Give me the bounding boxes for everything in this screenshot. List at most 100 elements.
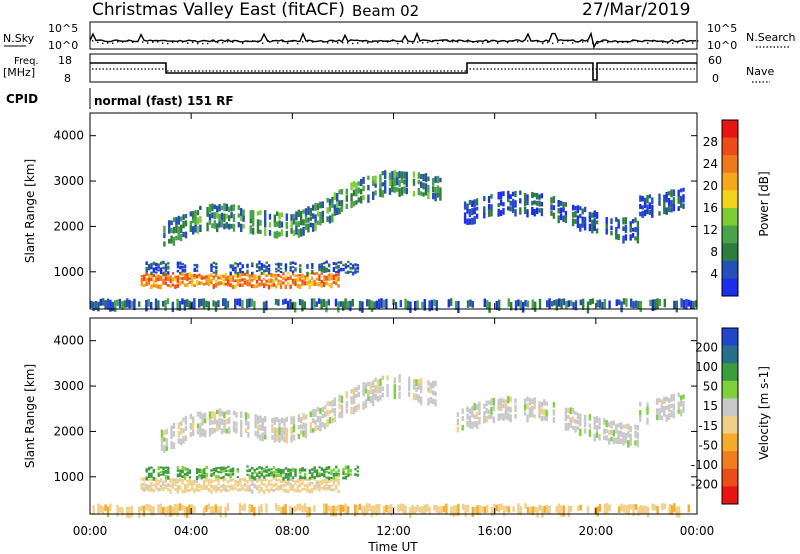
data-cell bbox=[399, 300, 402, 308]
data-cell bbox=[552, 205, 556, 211]
data-cell bbox=[196, 210, 200, 216]
data-cell bbox=[203, 483, 206, 487]
data-cell bbox=[284, 268, 288, 272]
data-cell bbox=[408, 383, 411, 392]
data-cell bbox=[253, 486, 256, 489]
data-cell bbox=[345, 391, 348, 399]
data-cell bbox=[299, 284, 302, 289]
colorbar-tick-label: 28 bbox=[703, 135, 718, 149]
data-cell bbox=[179, 276, 182, 281]
data-cell bbox=[648, 194, 652, 199]
data-cell bbox=[186, 488, 189, 492]
data-cell bbox=[268, 230, 272, 236]
data-cell bbox=[374, 377, 377, 382]
data-cell bbox=[201, 413, 204, 423]
data-cell bbox=[325, 466, 328, 470]
y-tick-label: 3000 bbox=[53, 174, 84, 188]
data-cell bbox=[422, 182, 425, 190]
data-cell bbox=[529, 506, 532, 515]
data-cell bbox=[514, 404, 517, 412]
data-cell bbox=[416, 300, 419, 310]
data-cell bbox=[490, 406, 493, 415]
data-cell bbox=[320, 280, 323, 284]
data-cell bbox=[311, 281, 314, 286]
data-cell bbox=[240, 411, 243, 419]
nsearch-point bbox=[112, 42, 114, 44]
data-cell bbox=[297, 424, 300, 430]
data-cell bbox=[507, 406, 510, 412]
data-cell bbox=[677, 189, 680, 198]
data-cell bbox=[219, 476, 223, 479]
data-cell bbox=[186, 299, 189, 307]
data-cell bbox=[526, 403, 529, 410]
data-cell bbox=[531, 398, 534, 404]
data-cell bbox=[287, 272, 290, 275]
data-cell bbox=[342, 468, 345, 472]
data-cell bbox=[357, 403, 360, 410]
data-cell bbox=[278, 231, 281, 237]
data-cell bbox=[617, 234, 620, 240]
data-cell bbox=[159, 478, 163, 483]
data-cell bbox=[347, 473, 350, 477]
data-cell bbox=[172, 423, 176, 429]
x-axis-title: Time UT bbox=[367, 540, 418, 554]
data-cell bbox=[523, 411, 527, 416]
data-cell bbox=[340, 410, 344, 418]
data-cell bbox=[335, 471, 338, 474]
data-cell bbox=[338, 189, 341, 195]
nsearch-point bbox=[572, 42, 574, 44]
data-cell bbox=[654, 299, 657, 311]
data-cell bbox=[224, 470, 228, 473]
data-cell bbox=[605, 224, 608, 231]
data-cell bbox=[174, 284, 177, 289]
data-cell bbox=[643, 209, 647, 217]
data-cell bbox=[557, 200, 560, 207]
data-cell bbox=[555, 299, 558, 311]
data-cell bbox=[243, 477, 247, 482]
data-cell bbox=[178, 503, 182, 511]
data-cell bbox=[167, 466, 170, 471]
data-cell bbox=[279, 471, 283, 476]
cpid-text: normal (fast) 151 RF bbox=[94, 94, 234, 108]
colorbar-tick-label: 20 bbox=[703, 179, 718, 193]
data-cell bbox=[643, 197, 647, 206]
data-cell bbox=[507, 506, 510, 513]
data-cell bbox=[211, 427, 214, 435]
data-cell bbox=[382, 299, 386, 308]
data-cell bbox=[301, 273, 304, 278]
data-cell bbox=[282, 476, 285, 481]
data-cell bbox=[634, 504, 638, 510]
nsearch-point bbox=[102, 42, 104, 44]
data-cell bbox=[610, 429, 613, 436]
data-cell bbox=[355, 182, 358, 189]
data-cell bbox=[180, 233, 183, 242]
data-cell bbox=[234, 279, 237, 283]
data-cell bbox=[289, 486, 292, 491]
data-cell bbox=[205, 486, 208, 491]
nsearch-point bbox=[437, 42, 439, 45]
data-cell bbox=[154, 298, 158, 311]
data-cell bbox=[199, 428, 202, 438]
data-cell bbox=[289, 505, 292, 516]
data-cell bbox=[315, 469, 319, 474]
data-cell bbox=[325, 476, 328, 479]
data-cell bbox=[313, 466, 316, 470]
data-cell bbox=[273, 222, 276, 228]
data-cell bbox=[432, 178, 435, 186]
data-cell bbox=[519, 207, 522, 215]
data-cell bbox=[254, 421, 257, 429]
data-cell bbox=[535, 207, 539, 215]
data-cell bbox=[315, 277, 319, 281]
data-cell bbox=[177, 422, 180, 430]
data-cell bbox=[301, 476, 304, 479]
data-cell bbox=[164, 276, 167, 281]
data-cell bbox=[519, 300, 522, 311]
data-cell bbox=[218, 204, 221, 212]
data-cell bbox=[170, 227, 173, 234]
cpid-label: CPID bbox=[6, 92, 38, 106]
nsearch-point bbox=[197, 42, 199, 45]
data-cell bbox=[258, 484, 261, 489]
data-cell bbox=[301, 478, 304, 482]
data-cell bbox=[170, 433, 173, 440]
data-cell bbox=[152, 506, 155, 516]
